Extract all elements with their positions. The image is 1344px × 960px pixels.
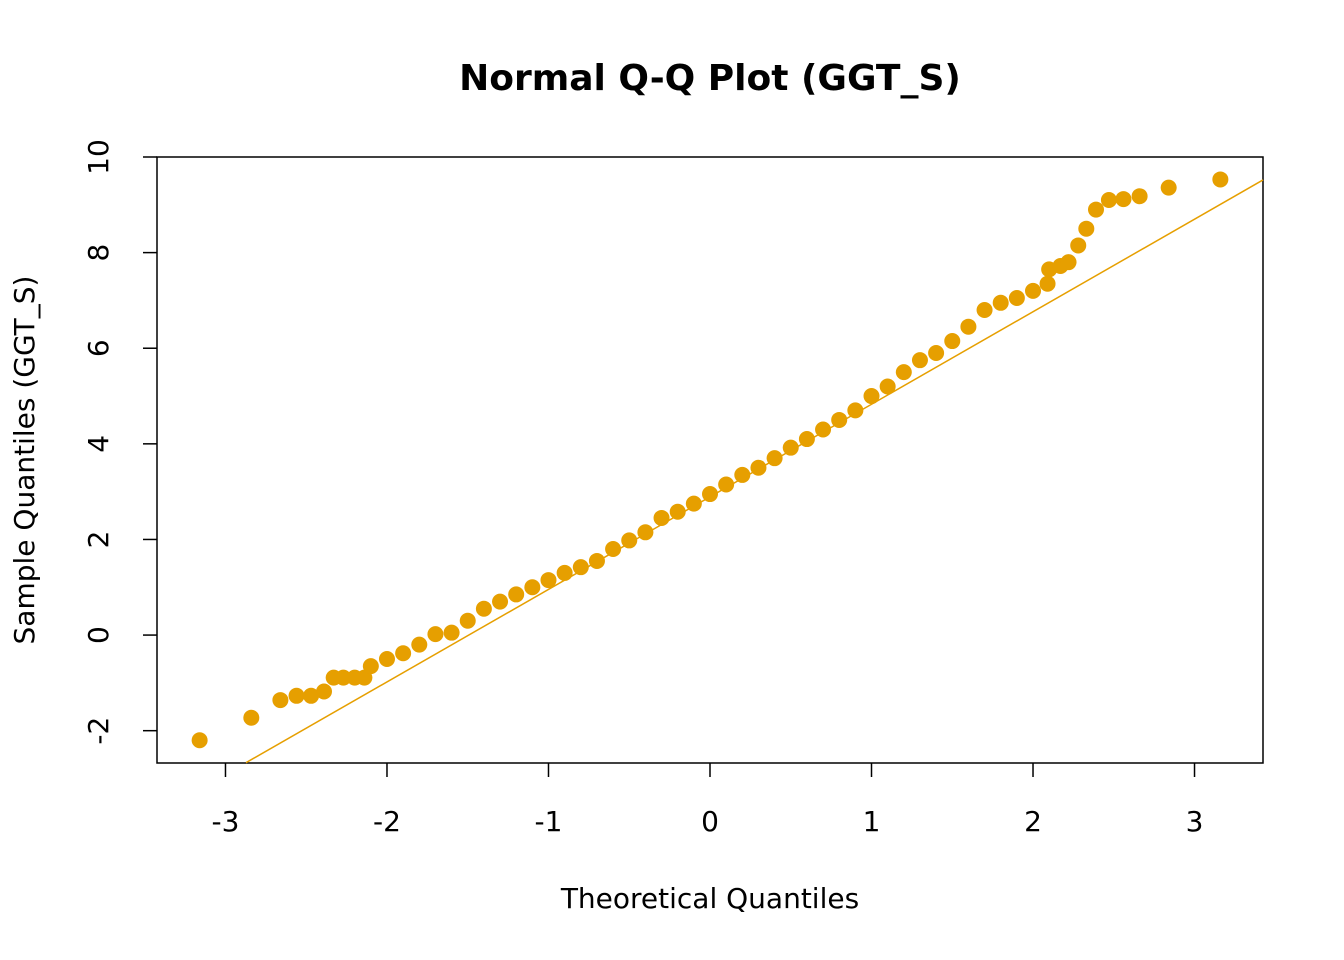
y-tick-label: 10: [82, 139, 115, 175]
point: [335, 669, 352, 686]
point: [572, 559, 589, 576]
point: [411, 636, 428, 653]
point: [243, 709, 260, 726]
point: [1070, 237, 1087, 254]
point: [831, 411, 848, 428]
y-tick-label: 2: [82, 531, 115, 549]
x-tick-label: 3: [1186, 805, 1204, 838]
point: [588, 552, 605, 569]
point: [540, 572, 557, 589]
x-tick-label: -2: [373, 805, 401, 838]
point: [815, 421, 832, 438]
point: [653, 509, 670, 526]
y-tick-label: 6: [82, 339, 115, 357]
point: [315, 683, 332, 700]
point: [1115, 191, 1132, 208]
chart-title: Normal Q-Q Plot (GGT_S): [459, 58, 961, 99]
point: [750, 459, 767, 476]
point: [443, 624, 460, 641]
y-tick-label: 4: [82, 435, 115, 453]
point: [944, 333, 961, 350]
point: [782, 439, 799, 456]
point: [669, 503, 686, 520]
point: [960, 318, 977, 335]
point: [1100, 192, 1117, 209]
point: [508, 586, 525, 603]
point: [492, 593, 509, 610]
x-tick-label: 2: [1024, 805, 1042, 838]
point: [427, 626, 444, 643]
x-tick-label: 1: [863, 805, 881, 838]
point: [288, 687, 305, 704]
point: [272, 692, 289, 709]
point: [702, 486, 718, 503]
point: [1131, 188, 1148, 205]
point: [1078, 220, 1095, 237]
point: [992, 294, 1009, 311]
point: [766, 450, 783, 467]
point: [1039, 275, 1056, 292]
point: [911, 352, 928, 369]
point: [605, 541, 622, 558]
point: [976, 301, 993, 318]
point: [621, 532, 638, 549]
point: [1060, 254, 1077, 271]
y-axis-label: Sample Quantiles (GGT_S): [8, 276, 41, 645]
point: [685, 495, 702, 512]
point: [1025, 282, 1042, 299]
point: [1160, 179, 1177, 196]
y-tick-label: -2: [82, 717, 115, 745]
point: [1088, 201, 1105, 218]
x-axis-label: Theoretical Quantiles: [560, 882, 859, 915]
point: [637, 524, 654, 541]
point: [879, 378, 896, 395]
x-tick-label: -3: [212, 805, 240, 838]
point: [798, 431, 815, 448]
point: [524, 579, 541, 596]
plot-box: [156, 156, 1264, 764]
point: [475, 600, 492, 617]
point: [378, 650, 395, 667]
point: [556, 564, 573, 581]
point: [362, 658, 379, 675]
point: [718, 476, 735, 493]
point: [191, 732, 208, 749]
point: [734, 466, 751, 483]
point: [928, 345, 945, 362]
y-tick-label: 0: [82, 626, 115, 644]
point: [847, 402, 864, 419]
point: [863, 388, 880, 405]
y-tick-label: 8: [82, 244, 115, 262]
point: [1008, 290, 1025, 307]
x-tick-label: 0: [701, 805, 719, 838]
point: [303, 687, 320, 704]
point: [395, 645, 412, 662]
point: [895, 364, 912, 381]
point: [1212, 171, 1229, 188]
point: [459, 612, 476, 629]
x-tick-label: -1: [535, 805, 563, 838]
